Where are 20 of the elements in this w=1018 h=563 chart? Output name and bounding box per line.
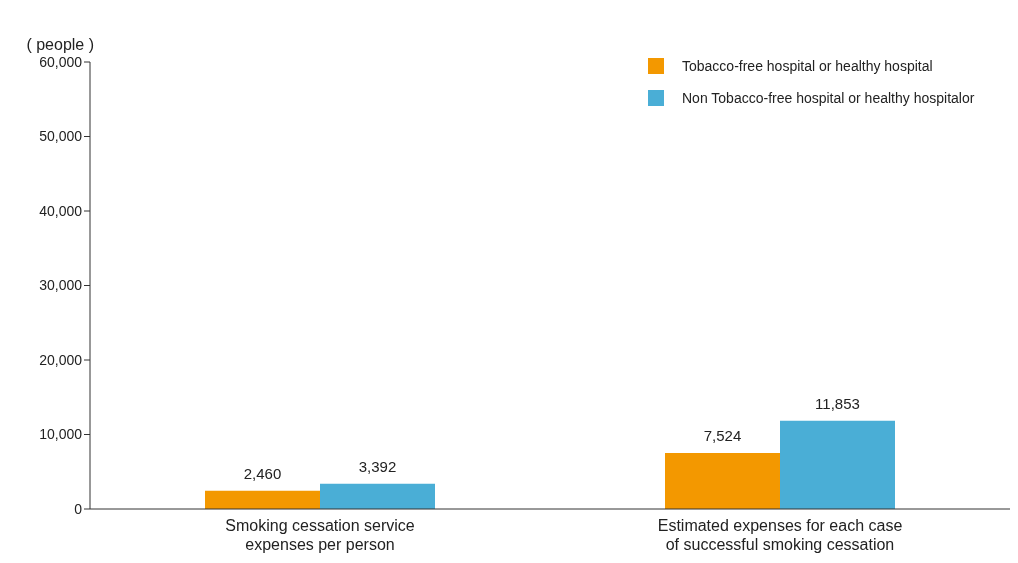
- data-label: 11,853: [815, 394, 860, 412]
- bar: [665, 452, 780, 509]
- x-tick-label: Smoking cessation service expenses per person: [225, 517, 415, 553]
- legend-label: Non Tobacco-free hospital or healthy hospitalor: [682, 90, 975, 106]
- bar: [780, 420, 895, 509]
- data-label: 3,392: [358, 457, 397, 475]
- data-label: 7,524: [703, 426, 742, 444]
- y-tick-label: 0: [74, 500, 83, 517]
- bar: [320, 483, 435, 509]
- y-axis-title: ( people ): [26, 36, 94, 54]
- y-tick-label: 50,000: [39, 128, 83, 145]
- data-label: 2,460: [243, 464, 282, 482]
- y-tick-label: 20,000: [39, 351, 83, 368]
- x-tick-label: Estimated expenses for each case of successful smoking cessation: [657, 517, 903, 553]
- legend-label: Tobacco-free hospital or healthy hospital: [682, 58, 933, 74]
- y-tick-label: 40,000: [39, 202, 83, 219]
- y-tick-label: 30,000: [39, 277, 83, 294]
- bar: [205, 490, 320, 509]
- y-tick-label: 10,000: [39, 426, 83, 443]
- y-tick-label: 60,000: [39, 53, 83, 70]
